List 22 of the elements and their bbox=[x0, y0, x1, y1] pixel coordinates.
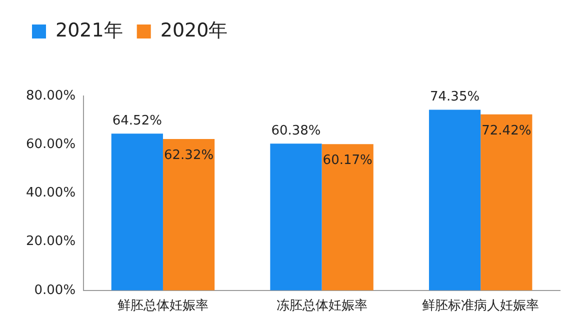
data-label: 60.38% bbox=[271, 124, 321, 139]
legend-label: 2021年 bbox=[56, 19, 123, 42]
y-tick-label: 80.00% bbox=[26, 88, 76, 104]
bar bbox=[162, 138, 215, 290]
bar bbox=[428, 110, 481, 290]
legend-label: 2020年 bbox=[160, 19, 228, 42]
bar bbox=[480, 114, 532, 290]
y-tick-label: 40.00% bbox=[26, 186, 76, 201]
x-tick-label: 鲜胚标准病人妊娠率 bbox=[422, 298, 540, 314]
data-label: 74.35% bbox=[430, 90, 480, 105]
x-tick-label: 冻胚总体妊娠率 bbox=[276, 298, 368, 314]
y-tick-label: 60.00% bbox=[26, 136, 76, 152]
data-label: 64.52% bbox=[112, 113, 162, 128]
data-label: 62.32% bbox=[164, 148, 214, 163]
data-label: 72.42% bbox=[482, 123, 532, 138]
bar bbox=[322, 144, 374, 290]
y-tick-label: 0.00% bbox=[34, 282, 76, 298]
x-tick-label: 鲜胚总体妊娠率 bbox=[117, 298, 208, 314]
y-tick-label: 20.00% bbox=[26, 234, 76, 250]
bar bbox=[111, 134, 163, 290]
data-label: 60.17% bbox=[322, 153, 372, 168]
bar bbox=[270, 144, 322, 290]
